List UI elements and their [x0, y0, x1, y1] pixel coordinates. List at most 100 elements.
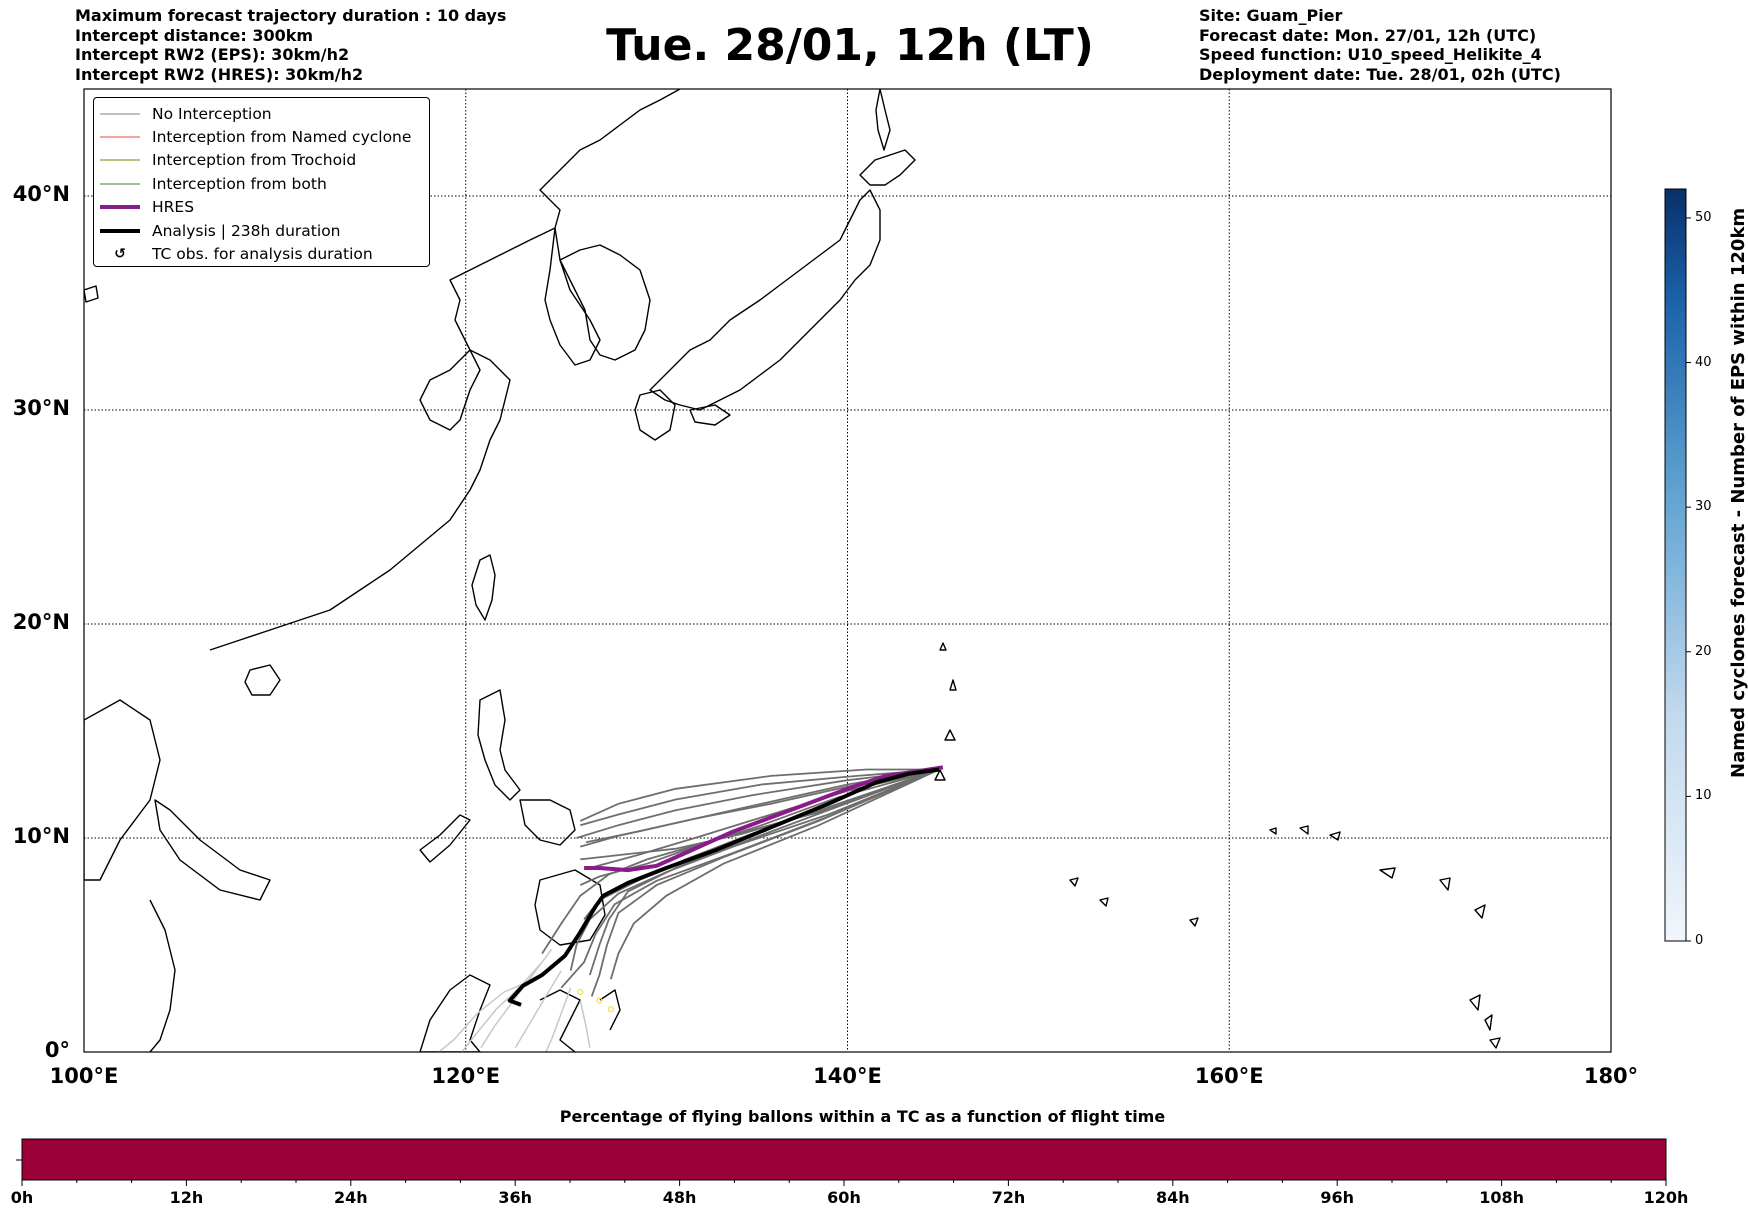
tc-obs-marker	[607, 1006, 614, 1013]
hres-track	[584, 765, 944, 873]
latitude-label: 0°	[44, 1038, 70, 1062]
eps-track-faded	[579, 1000, 591, 1048]
coastline-micronesia	[1069, 825, 1501, 1049]
timeline-tick-label: 84h	[1155, 1188, 1190, 1207]
coastline-japan-honshu	[649, 189, 881, 411]
timeline-title: Percentage of flying ballons within a TC…	[559, 1107, 1166, 1126]
coastline-taiwan	[471, 554, 496, 621]
legend-entry: Interception from both	[100, 172, 423, 195]
longitude-label: 100°E	[49, 1064, 119, 1088]
header-right-line: Speed function: U10_speed_Helikite_4	[1199, 45, 1542, 64]
timeline-ticks	[16, 1159, 1667, 1186]
coastline-korea	[559, 244, 651, 361]
legend-swatch	[100, 153, 140, 167]
eps-track	[579, 768, 940, 822]
legend-entry: Interception from Trochoid	[100, 149, 423, 172]
eps-track-faded	[545, 987, 572, 1052]
eps-track	[609, 768, 940, 980]
coastline-palawan	[419, 814, 471, 863]
timeline-tick-label: 48h	[662, 1188, 697, 1207]
eps-track	[580, 768, 940, 827]
tc-obs-marker	[577, 988, 584, 996]
latitude-label: 30°N	[12, 396, 70, 420]
timeline-tick-label: 24h	[333, 1188, 368, 1207]
header-info-right: Site: Guam_Pier Forecast date: Mon. 27/0…	[1199, 6, 1561, 84]
coastline-japan-hokkaido	[859, 149, 916, 186]
legend-label: HRES	[152, 198, 195, 217]
timeline-tick-label: 60h	[827, 1188, 861, 1207]
coastline-luzon	[477, 689, 521, 801]
longitude-label: 120°E	[431, 1064, 501, 1088]
legend-swatch	[100, 200, 140, 214]
coastline-sulawesi	[539, 989, 621, 1052]
longitude-label: 160°E	[1194, 1064, 1264, 1088]
legend-entry: Interception from Named cyclone	[100, 125, 423, 148]
timeline-tick-label: 36h	[498, 1188, 533, 1207]
colorbar-tick-label: 0	[1695, 933, 1704, 948]
header-right-line: Deployment date: Tue. 28/01, 02h (UTC)	[1199, 64, 1561, 84]
timeline-tick-label: 0h	[10, 1188, 34, 1207]
eps-track-faded	[461, 961, 543, 1052]
coastline-marianas	[934, 642, 957, 781]
colorbar-tick-label: 10	[1695, 788, 1712, 804]
grid-lines	[84, 89, 1611, 1052]
map-legend: No Interception Interception from Named c…	[93, 97, 430, 267]
eps-track	[590, 768, 940, 997]
colorbar-tick-label: 20	[1695, 643, 1712, 659]
analysis-track	[507, 767, 940, 1007]
legend-swatch	[100, 130, 140, 144]
map-title: Tue. 28/01, 12h (LT)	[606, 20, 1094, 71]
eps-track	[576, 768, 940, 839]
coastline-japan-shikoku	[689, 404, 731, 426]
timeline-tick-label: 72h	[991, 1188, 1026, 1207]
eps-track-faded	[514, 970, 562, 1049]
legend-label: Interception from both	[152, 174, 327, 193]
legend-label: Analysis | 238h duration	[152, 221, 341, 240]
latitude-label: 10°N	[12, 824, 70, 848]
coastline-asia-mainland	[84, 89, 681, 901]
legend-swatch: ↺	[114, 246, 126, 263]
coastline-japan-kyushu	[634, 389, 676, 441]
header-info-left: Maximum forecast trajectory duration : 1…	[75, 6, 506, 84]
header-left-line: Maximum forecast trajectory duration : 1…	[75, 6, 507, 25]
colorbar-label: Named cyclones forecast - Number of EPS …	[1728, 207, 1748, 778]
colorbar-ticks	[1686, 217, 1691, 942]
tc-obs-marker	[596, 997, 603, 1004]
longitude-label: 180°	[1583, 1064, 1639, 1088]
header-right-line: Forecast date: Mon. 27/01, 12h (UTC)	[1199, 25, 1537, 45]
legend-swatch	[100, 107, 140, 121]
coastlines	[84, 89, 1501, 1052]
legend-label: TC obs. for analysis duration	[152, 245, 373, 264]
colorbar	[1664, 188, 1687, 942]
legend-entry: ↺ TC obs. for analysis duration	[100, 242, 423, 265]
coastline-yellow-sea	[419, 227, 601, 431]
legend-swatch	[100, 224, 140, 238]
legend-label: Interception from Trochoid	[152, 151, 357, 170]
latitude-label: 40°N	[12, 182, 70, 206]
header-right-line: Site: Guam_Pier	[1199, 6, 1343, 25]
coastline-sakhalin	[875, 89, 891, 151]
timeline-tick-label: 96h	[1320, 1188, 1355, 1207]
header-left-line: Intercept RW2 (HRES): 30km/h2	[75, 64, 364, 84]
header-left-line: Intercept RW2 (EPS): 30km/h2	[75, 45, 350, 64]
map-frame	[83, 88, 1612, 1053]
legend-entry: HRES	[100, 196, 423, 219]
coastline-borneo	[419, 974, 491, 1052]
header-left-line: Intercept distance: 300km	[75, 25, 314, 45]
coastline-mindanao	[534, 869, 606, 946]
legend-entry: No Interception	[100, 102, 423, 125]
colorbar-tick-label: 50	[1695, 209, 1712, 225]
latitude-label: 20°N	[12, 610, 70, 634]
coastline-hainan	[244, 664, 281, 696]
colorbar-tick-label: 30	[1695, 499, 1712, 515]
coastline-malaya	[149, 899, 176, 1052]
legend-label: No Interception	[152, 104, 272, 123]
legend-label: Interception from Named cyclone	[152, 128, 412, 147]
longitude-label: 140°E	[813, 1064, 882, 1088]
timeline-tick-label: 108h	[1479, 1188, 1524, 1207]
timeline-tick-label: 12h	[169, 1188, 204, 1207]
eps-track	[588, 768, 940, 976]
coastline-visayas	[519, 799, 576, 846]
trajectory-tracks	[438, 765, 944, 1052]
eps-track-faded	[438, 978, 535, 1052]
